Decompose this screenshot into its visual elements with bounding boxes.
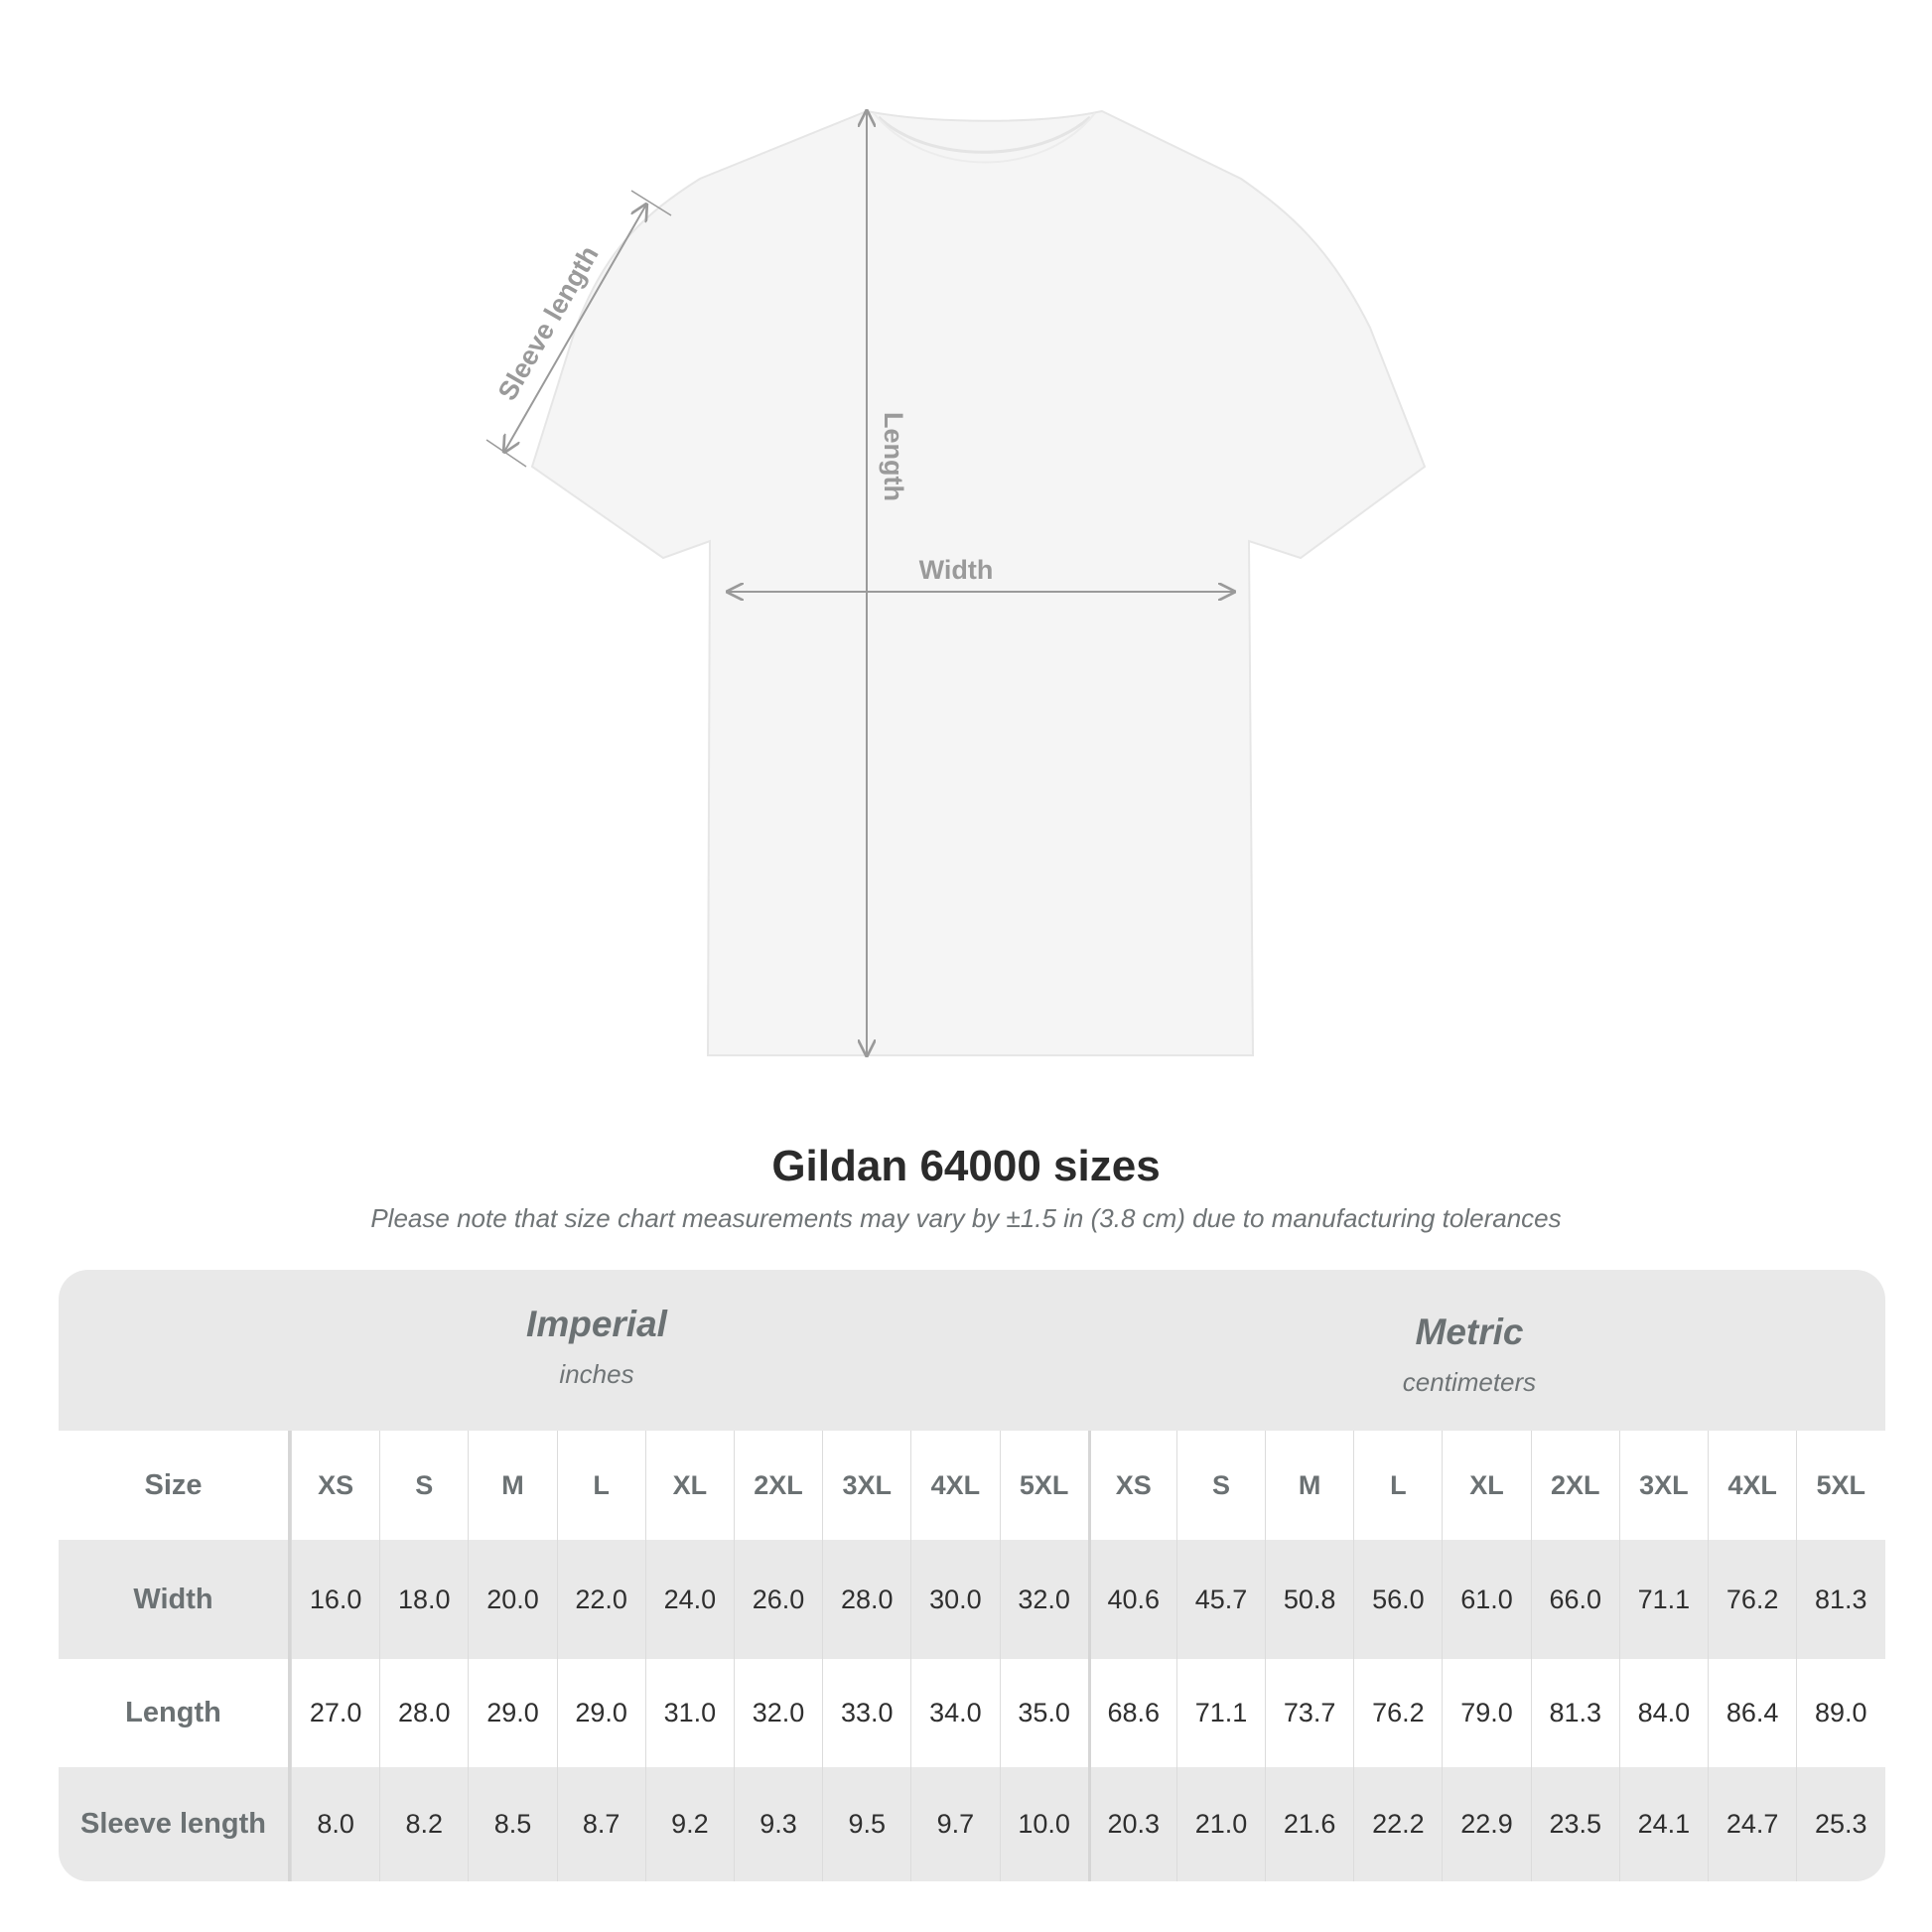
metric-header: Metric centimeters	[1172, 1311, 1767, 1398]
tolerance-note: Please note that size chart measurements…	[370, 1203, 1562, 1233]
metric-cell: XL	[1442, 1431, 1530, 1540]
metric-cell: 24.1	[1618, 1767, 1708, 1881]
metric-cell: 24.7	[1708, 1767, 1796, 1881]
imperial-cell: 27.0	[291, 1659, 379, 1767]
table-row-length: Length 27.0 28.0 29.0 29.0 31.0 32.0 33.0 34.0 35…	[59, 1659, 1885, 1767]
imperial-cell: 9.7	[910, 1767, 999, 1881]
imperial-cell: XS	[291, 1431, 379, 1540]
sleeve-arrow	[504, 205, 646, 452]
imperial-cell: 8.5	[468, 1767, 556, 1881]
metric-cell: 81.3	[1796, 1540, 1884, 1659]
metric-cell: 3XL	[1618, 1431, 1708, 1540]
imperial-cell: 29.0	[556, 1659, 645, 1767]
metric-cell: 89.0	[1796, 1659, 1884, 1767]
imperial-cell: 24.0	[644, 1540, 734, 1659]
metric-cell: 50.8	[1265, 1540, 1353, 1659]
width-label: Width	[919, 555, 994, 585]
metric-cell: 71.1	[1175, 1659, 1265, 1767]
metric-cell: 25.3	[1796, 1767, 1884, 1881]
metric-cell: 22.9	[1442, 1767, 1530, 1881]
imperial-cell: 9.2	[644, 1767, 734, 1881]
unit-header: Imperial inches Metric centimeters	[59, 1270, 1885, 1431]
tshirt-diagram: Width Length Sleeve length	[485, 0, 1427, 1092]
table-row-sleeve-length: Sleeve length 8.0 8.2 8.5 8.7 9.2 9.3 9.5 9.7 10.…	[59, 1767, 1885, 1881]
metric-cell: 4XL	[1708, 1431, 1796, 1540]
imperial-cell: 20.0	[468, 1540, 556, 1659]
imperial-cell: 22.0	[556, 1540, 645, 1659]
imperial-cell: 8.7	[556, 1767, 645, 1881]
length-label: Length	[879, 412, 908, 501]
metric-cell: 73.7	[1265, 1659, 1353, 1767]
page-title: Gildan 64000 sizes	[771, 1142, 1161, 1190]
metric-cell: 76.2	[1708, 1540, 1796, 1659]
imperial-cell: 8.0	[291, 1767, 379, 1881]
metric-cell: 76.2	[1353, 1659, 1442, 1767]
imperial-cell: 33.0	[822, 1659, 910, 1767]
imperial-unit: inches	[559, 1359, 634, 1389]
metric-cell: 56.0	[1353, 1540, 1442, 1659]
imperial-cell: 35.0	[999, 1659, 1088, 1767]
imperial-cell: 31.0	[644, 1659, 734, 1767]
imperial-cell: 32.0	[733, 1659, 822, 1767]
imperial-cell: XL	[644, 1431, 734, 1540]
imperial-cell: M	[468, 1431, 556, 1540]
metric-cell: 40.6	[1087, 1540, 1176, 1659]
imperial-header: Imperial inches	[299, 1304, 895, 1390]
imperial-cell: 2XL	[733, 1431, 822, 1540]
metric-title: Metric	[1415, 1311, 1524, 1352]
imperial-cell: 10.0	[999, 1767, 1088, 1881]
imperial-cell: 16.0	[291, 1540, 379, 1659]
metric-cell: 23.5	[1530, 1767, 1619, 1881]
imperial-cell: 3XL	[822, 1431, 910, 1540]
imperial-cell: 28.0	[379, 1659, 468, 1767]
imperial-cell: 29.0	[468, 1659, 556, 1767]
row-label: Length	[59, 1659, 291, 1767]
metric-cell: L	[1353, 1431, 1442, 1540]
metric-cell: 45.7	[1175, 1540, 1265, 1659]
row-label: Size	[59, 1431, 291, 1540]
row-label: Sleeve length	[59, 1767, 291, 1881]
size-table: Imperial inches Metric centimeters Size X…	[59, 1270, 1885, 1881]
metric-cell: 66.0	[1530, 1540, 1619, 1659]
imperial-cell: 34.0	[910, 1659, 999, 1767]
imperial-cell: 5XL	[999, 1431, 1088, 1540]
metric-cell: M	[1265, 1431, 1353, 1540]
imperial-cell: 4XL	[910, 1431, 999, 1540]
metric-cell: 2XL	[1530, 1431, 1619, 1540]
metric-cell: 21.6	[1265, 1767, 1353, 1881]
metric-cell: 61.0	[1442, 1540, 1530, 1659]
metric-cell: 86.4	[1708, 1659, 1796, 1767]
imperial-cell: L	[556, 1431, 645, 1540]
imperial-cell: 18.0	[379, 1540, 468, 1659]
metric-cell: 71.1	[1618, 1540, 1708, 1659]
imperial-cell: 8.2	[379, 1767, 468, 1881]
imperial-cell: 9.5	[822, 1767, 910, 1881]
imperial-cell: 9.3	[733, 1767, 822, 1881]
metric-cell: 81.3	[1530, 1659, 1619, 1767]
metric-cell: S	[1175, 1431, 1265, 1540]
metric-cell: 22.2	[1353, 1767, 1442, 1881]
metric-cell: 21.0	[1175, 1767, 1265, 1881]
table-row-width: Width 16.0 18.0 20.0 22.0 24.0 26.0 28.0 30.0 32.…	[59, 1540, 1885, 1659]
metric-cell: XS	[1087, 1431, 1176, 1540]
row-label: Width	[59, 1540, 291, 1659]
imperial-title: Imperial	[526, 1304, 667, 1344]
metric-cell: 20.3	[1087, 1767, 1176, 1881]
imperial-cell: 32.0	[999, 1540, 1088, 1659]
metric-cell: 5XL	[1796, 1431, 1884, 1540]
imperial-cell: 30.0	[910, 1540, 999, 1659]
metric-cell: 79.0	[1442, 1659, 1530, 1767]
imperial-cell: 26.0	[733, 1540, 822, 1659]
size-header-row: Size XS S M L XL 2XL 3XL 4XL 5XL XS S M L XL 2XL 3XL 4XL 5…	[59, 1431, 1885, 1540]
metric-cell: 68.6	[1087, 1659, 1176, 1767]
imperial-cell: 28.0	[822, 1540, 910, 1659]
metric-unit: centimeters	[1402, 1367, 1537, 1397]
imperial-cell: S	[379, 1431, 468, 1540]
metric-cell: 84.0	[1618, 1659, 1708, 1767]
